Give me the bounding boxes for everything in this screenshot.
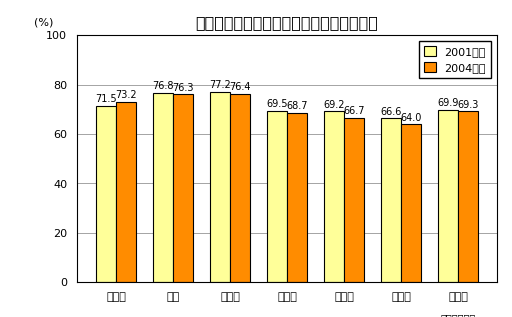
Bar <box>324 111 344 282</box>
Text: 76.4: 76.4 <box>229 82 251 92</box>
Bar <box>401 124 421 282</box>
Text: 64.0: 64.0 <box>400 113 421 123</box>
Bar <box>230 94 250 282</box>
Bar <box>287 113 307 282</box>
Text: 66.7: 66.7 <box>343 106 365 116</box>
Bar <box>116 101 136 282</box>
Text: 68.7: 68.7 <box>286 101 308 111</box>
Bar <box>381 118 401 282</box>
Bar <box>96 106 116 282</box>
Legend: 2001年度, 2004年度: 2001年度, 2004年度 <box>419 41 492 78</box>
Bar <box>173 94 193 282</box>
Text: 71.5: 71.5 <box>95 94 117 105</box>
Text: 76.3: 76.3 <box>172 83 194 93</box>
Text: 73.2: 73.2 <box>115 90 137 100</box>
Text: 69.2: 69.2 <box>323 100 345 110</box>
Bar <box>458 111 478 282</box>
Text: （本市調べ）: （本市調べ） <box>440 313 476 317</box>
Text: 69.9: 69.9 <box>437 99 459 108</box>
Text: 77.2: 77.2 <box>209 81 231 90</box>
Bar <box>210 92 230 282</box>
Text: 69.5: 69.5 <box>266 100 288 109</box>
Y-axis label: (%): (%) <box>34 18 53 28</box>
Title: 住民組織（町内会・自治会）加入率の推移: 住民組織（町内会・自治会）加入率の推移 <box>196 15 378 30</box>
Text: 76.8: 76.8 <box>152 81 174 91</box>
Bar <box>438 110 458 282</box>
Bar <box>267 111 287 282</box>
Bar <box>344 118 364 282</box>
Text: 66.6: 66.6 <box>380 107 402 117</box>
Bar <box>153 93 173 282</box>
Text: 69.3: 69.3 <box>457 100 479 110</box>
